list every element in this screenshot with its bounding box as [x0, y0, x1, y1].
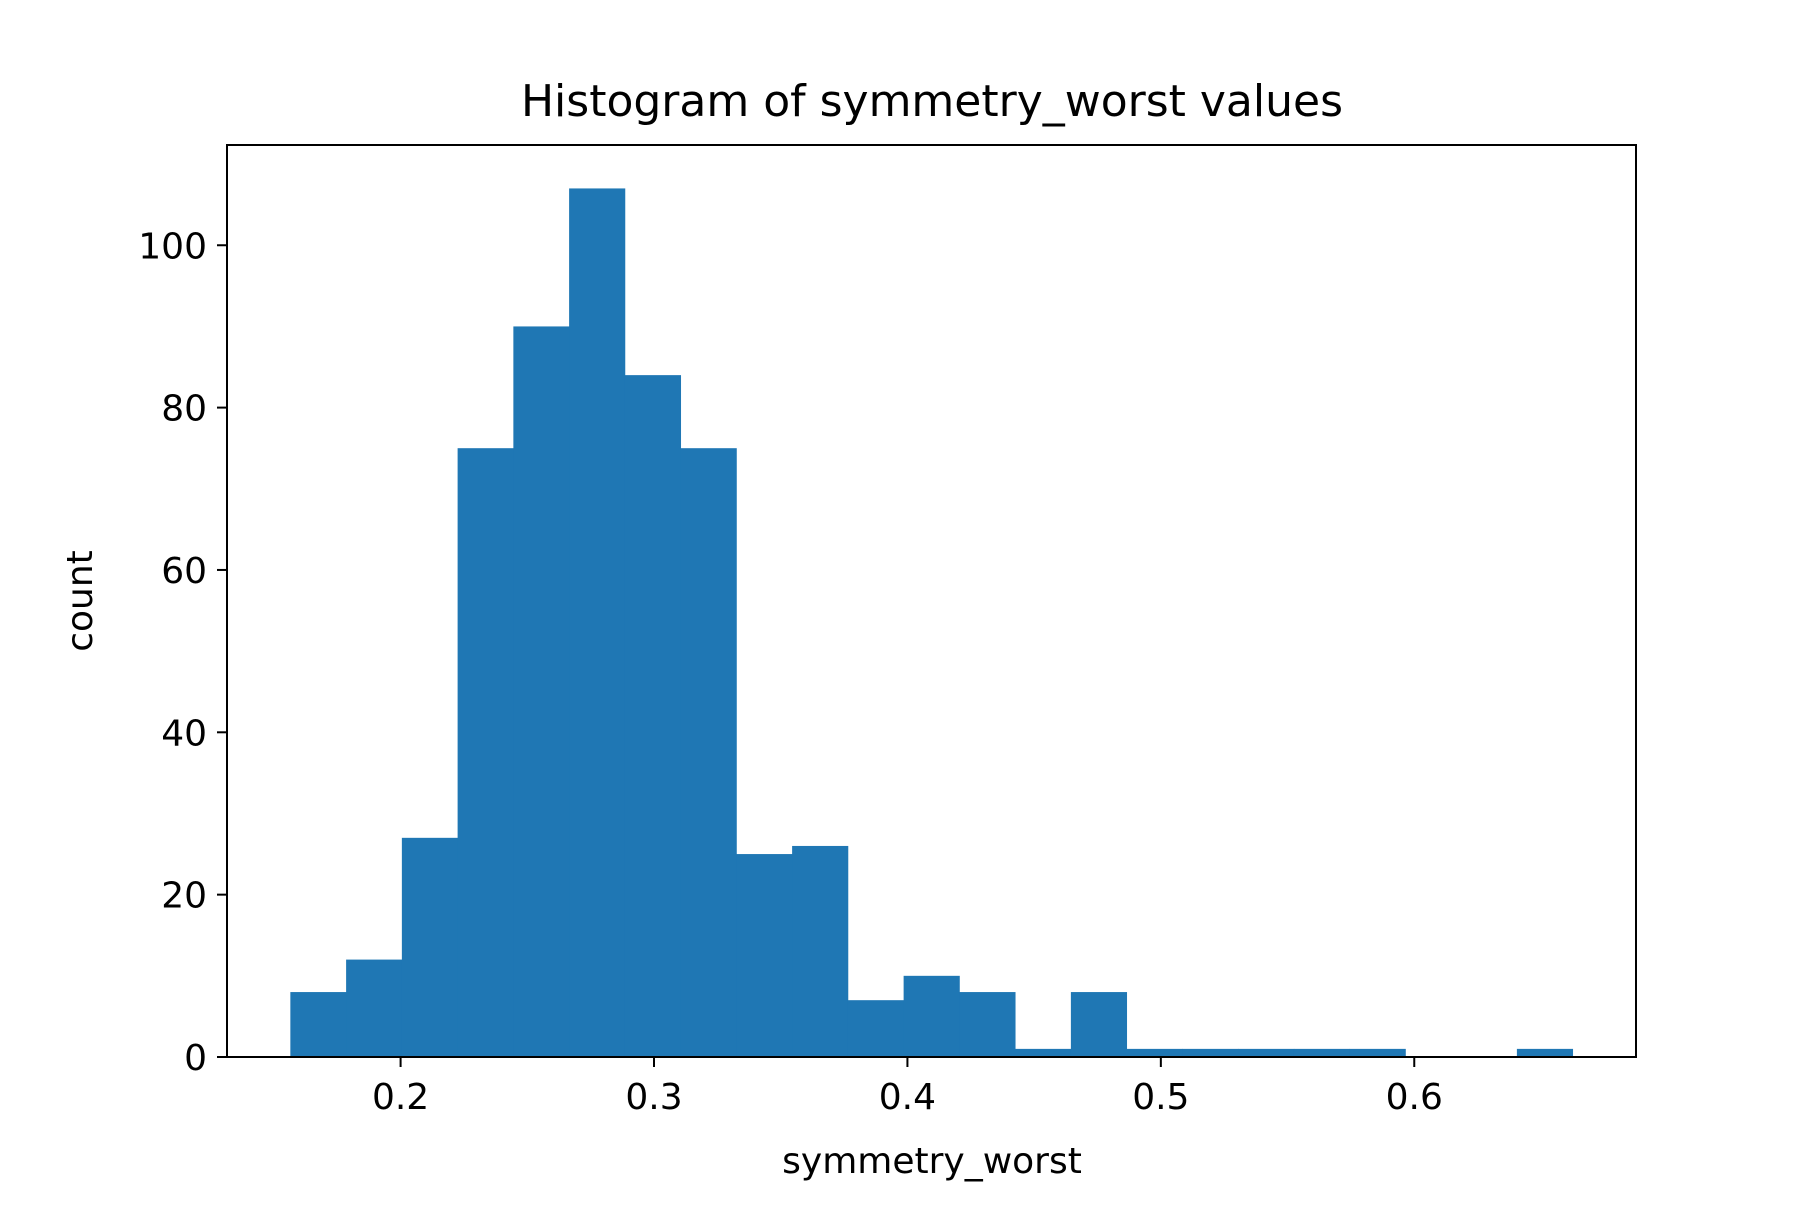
x-tick-label: 0.6 — [1386, 1077, 1443, 1118]
histogram-bar — [1293, 1048, 1351, 1057]
x-ticks-group: 0.2 0.3 0.4 0.5 0.6 — [372, 1057, 1443, 1118]
y-tick-label: 20 — [161, 876, 207, 917]
x-tick-label: 0.4 — [879, 1077, 936, 1118]
histogram-bar — [736, 854, 793, 1057]
histogram-bar — [290, 992, 347, 1057]
x-tick-label: 0.5 — [1132, 1077, 1189, 1118]
y-tick-label: 0 — [184, 1038, 207, 1079]
histogram-bar — [1516, 1048, 1574, 1057]
histogram-bar — [1349, 1048, 1406, 1057]
y-tick-label: 80 — [161, 389, 207, 430]
histogram-bar — [401, 837, 459, 1057]
plot-frame — [226, 144, 1637, 1058]
y-tick-label: 40 — [161, 713, 207, 754]
histogram-bar — [513, 326, 570, 1057]
histogram-bar — [680, 448, 737, 1057]
y-tick-label: 60 — [161, 551, 207, 592]
histogram-bar — [457, 448, 514, 1057]
y-tick-label: 100 — [138, 226, 207, 267]
histogram-bar — [624, 375, 682, 1057]
histogram-bar — [346, 959, 403, 1057]
histogram-bar — [1070, 992, 1128, 1057]
x-axis-label: symmetry_worst — [782, 1141, 1082, 1182]
histogram-bar — [792, 845, 849, 1057]
histogram-bar — [903, 975, 960, 1057]
histogram-bar — [569, 188, 626, 1057]
histogram-bar — [847, 1000, 905, 1057]
y-axis-label: count — [60, 550, 101, 652]
x-tick-label: 0.2 — [372, 1077, 429, 1118]
x-tick-label: 0.3 — [625, 1077, 682, 1118]
histogram-bar — [959, 992, 1016, 1057]
bars-group — [290, 188, 1574, 1057]
chart-title: Histogram of symmetry_worst values — [521, 76, 1343, 127]
y-ticks-group: 0 20 40 60 80 100 — [138, 226, 227, 1079]
histogram-bar — [1015, 1048, 1072, 1057]
histogram-bar — [1126, 1048, 1183, 1057]
histogram-bar — [1238, 1048, 1295, 1057]
histogram-bar — [1182, 1048, 1239, 1057]
